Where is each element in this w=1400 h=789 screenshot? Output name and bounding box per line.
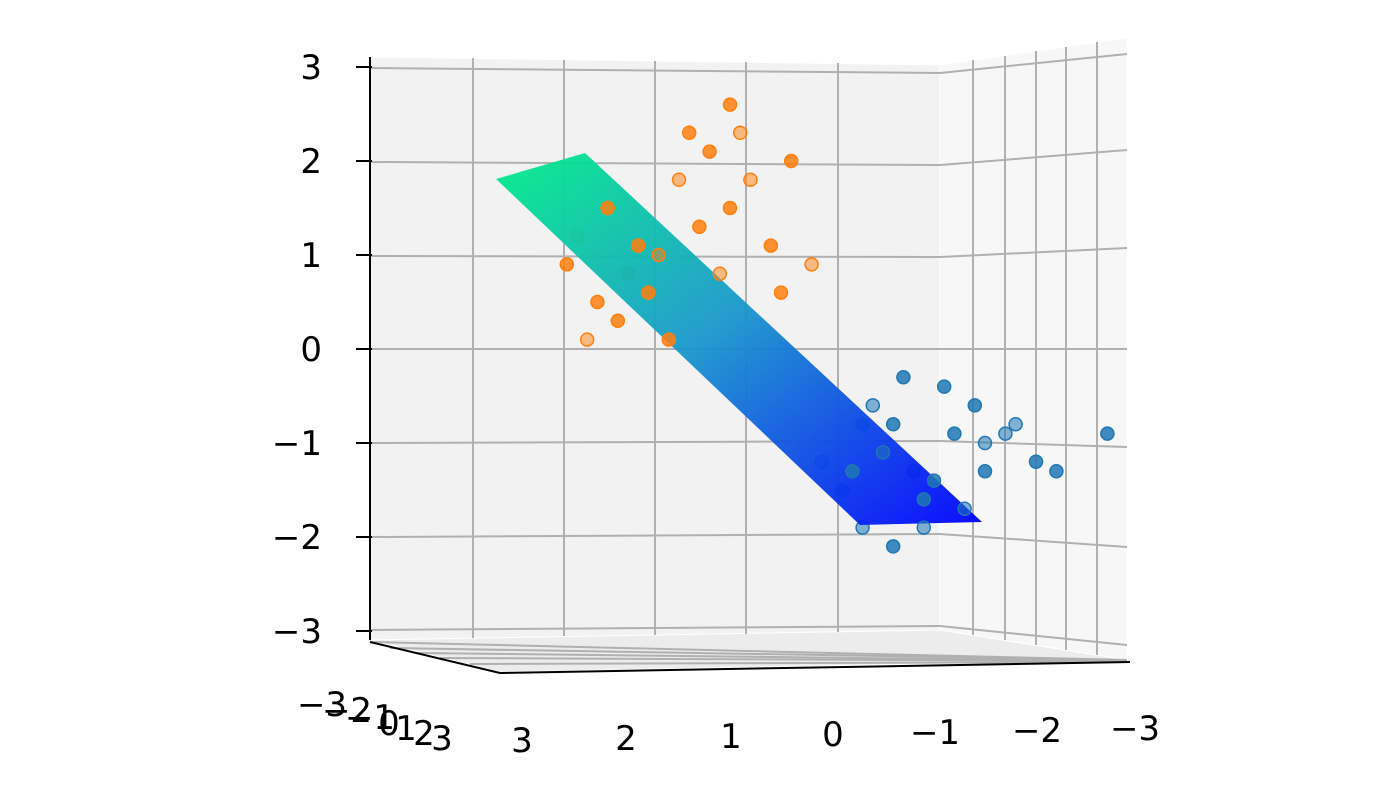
z-tick-label: 1 [300, 236, 322, 276]
y-tick-label: −1 [345, 698, 395, 738]
scatter-point [722, 97, 738, 112]
scatter-point [590, 294, 605, 310]
scatter-point [763, 238, 779, 253]
scatter-point [671, 172, 687, 188]
scatter-point [957, 501, 972, 517]
scatter-point [712, 266, 728, 282]
scatter-point [641, 285, 656, 300]
scatter-point [773, 285, 789, 300]
series-blue-front [845, 398, 1064, 554]
x-tick-label: −3 [1110, 709, 1160, 749]
z-tick-label: −2 [272, 518, 322, 558]
scatter-point [600, 200, 615, 216]
y-tick-label: −2 [322, 691, 372, 731]
scatter-point [722, 200, 738, 216]
scatter-point [681, 125, 697, 141]
scatter-point [783, 153, 799, 169]
z-tick-label: 2 [300, 142, 322, 182]
decision-plane [496, 153, 982, 525]
scatter-point [1049, 463, 1064, 479]
z-tick-label: 0 [300, 330, 322, 370]
y-tick-label: 3 [431, 719, 453, 759]
scatter-point [845, 463, 860, 479]
scatter-point [692, 219, 707, 235]
scatter-point [865, 398, 881, 413]
scatter-point [998, 426, 1013, 441]
scatter-point [896, 369, 911, 385]
z-tick-marks [356, 66, 372, 632]
scatter-point [977, 463, 993, 479]
scatter-point [743, 172, 758, 188]
scatter-point [1100, 426, 1115, 441]
scatter-point [579, 332, 595, 347]
z-tick-label: −1 [272, 424, 322, 464]
z-tick-label: −3 [272, 612, 322, 652]
scatter-point [977, 435, 993, 451]
scatter-point [936, 379, 952, 394]
x-tick-label: 0 [822, 715, 844, 755]
scatter-point [916, 520, 932, 535]
scatter-point [885, 416, 901, 432]
y-tick-label: 2 [413, 714, 435, 754]
scatter-point [947, 426, 962, 441]
grid-lines [369, 42, 1128, 665]
x-tick-label: −2 [1012, 711, 1062, 751]
x-tick-labels: 3 2 1 0 −1 −2 −3 [511, 709, 1160, 761]
x-tick-label: 3 [511, 721, 533, 761]
z-tick-label: 3 [300, 48, 322, 88]
y-tick-label: −3 [297, 685, 347, 725]
scatter-point [967, 398, 983, 413]
x-tick-label: −1 [910, 713, 960, 753]
y-tick-label: 0 [378, 704, 400, 744]
scatter-point [916, 492, 932, 507]
scatter-point [702, 144, 717, 159]
x-tick-label: 1 [720, 717, 742, 757]
scatter-point [559, 257, 575, 272]
series-orange-front [600, 97, 819, 347]
scatter-point [1028, 454, 1044, 470]
scatter-point [1008, 416, 1023, 432]
scatter-point [732, 125, 748, 141]
scatter-point [630, 238, 646, 253]
scatter-point [885, 539, 901, 554]
y-tick-label: 1 [395, 709, 417, 749]
scatter-point [661, 332, 677, 347]
scatter-point [926, 473, 942, 488]
scatter-point [651, 247, 666, 263]
scatter-point [875, 445, 891, 460]
scatter-point [610, 313, 626, 329]
x-tick-label: 2 [615, 719, 637, 759]
z-tick-labels: −3 −2 −1 0 1 2 3 [272, 48, 322, 652]
scatter-point [804, 257, 819, 272]
